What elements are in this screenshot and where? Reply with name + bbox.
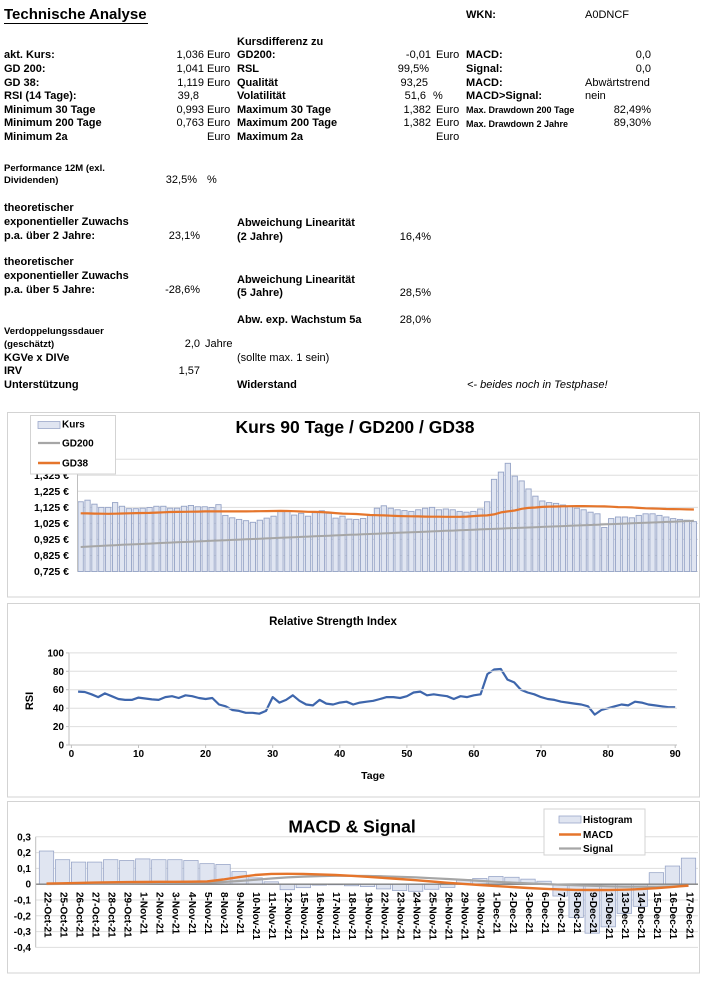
svg-text:-0,3: -0,3 (14, 927, 32, 938)
svg-text:25-Nov-21: 25-Nov-21 (427, 892, 438, 940)
svg-text:14-Dec-21: 14-Dec-21 (635, 892, 646, 940)
svg-text:25-Oct-21: 25-Oct-21 (57, 892, 68, 938)
svg-text:0,1: 0,1 (17, 864, 31, 875)
svg-text:0,2: 0,2 (17, 848, 31, 859)
svg-text:1-Nov-21: 1-Nov-21 (138, 892, 149, 935)
svg-text:10: 10 (133, 749, 145, 760)
svg-text:-0,4: -0,4 (14, 943, 32, 954)
svg-text:-0,2: -0,2 (14, 911, 32, 922)
svg-text:1,025 €: 1,025 € (34, 518, 69, 530)
svg-text:1,225 €: 1,225 € (34, 486, 69, 498)
svg-text:18-Nov-21: 18-Nov-21 (346, 892, 357, 940)
svg-text:8-Nov-21: 8-Nov-21 (218, 892, 229, 935)
svg-text:27-Oct-21: 27-Oct-21 (90, 892, 101, 938)
svg-text:1,125 €: 1,125 € (34, 502, 69, 514)
svg-text:15-Nov-21: 15-Nov-21 (298, 892, 309, 940)
svg-text:2-Dec-21: 2-Dec-21 (507, 892, 518, 934)
svg-text:9-Dec-21: 9-Dec-21 (587, 892, 598, 934)
svg-text:4-Nov-21: 4-Nov-21 (186, 892, 197, 935)
svg-text:20: 20 (53, 722, 65, 733)
svg-text:30: 30 (267, 749, 279, 760)
svg-text:5-Nov-21: 5-Nov-21 (202, 892, 213, 935)
svg-text:3-Nov-21: 3-Nov-21 (170, 892, 181, 935)
svg-text:60: 60 (53, 685, 65, 696)
svg-text:0,925 €: 0,925 € (34, 534, 69, 546)
svg-text:15-Dec-21: 15-Dec-21 (651, 892, 662, 940)
svg-text:10-Dec-21: 10-Dec-21 (603, 892, 614, 940)
svg-text:11-Nov-21: 11-Nov-21 (266, 892, 277, 940)
svg-text:40: 40 (53, 704, 65, 715)
svg-text:40: 40 (334, 749, 346, 760)
svg-text:29-Nov-21: 29-Nov-21 (459, 892, 470, 940)
svg-text:17-Dec-21: 17-Dec-21 (683, 892, 694, 940)
svg-text:3-Dec-21: 3-Dec-21 (523, 892, 534, 934)
svg-text:10-Nov-21: 10-Nov-21 (250, 892, 261, 940)
svg-text:Kurs: Kurs (62, 420, 85, 431)
svg-text:Kurs 90 Tage / GD200 / GD38: Kurs 90 Tage / GD200 / GD38 (236, 417, 475, 437)
svg-text:24-Nov-21: 24-Nov-21 (411, 892, 422, 940)
svg-text:19-Nov-21: 19-Nov-21 (362, 892, 373, 940)
svg-text:GD200: GD200 (62, 439, 94, 450)
svg-text:Signal: Signal (583, 844, 613, 855)
svg-text:Histogram: Histogram (583, 815, 633, 826)
svg-text:0: 0 (58, 741, 64, 752)
svg-text:0,3: 0,3 (17, 832, 31, 843)
svg-text:29-Oct-21: 29-Oct-21 (122, 892, 133, 938)
svg-text:6-Dec-21: 6-Dec-21 (539, 892, 550, 934)
svg-text:8-Dec-21: 8-Dec-21 (571, 892, 582, 934)
svg-text:22-Oct-21: 22-Oct-21 (41, 892, 52, 938)
svg-text:7-Dec-21: 7-Dec-21 (555, 892, 566, 934)
svg-text:MACD: MACD (583, 830, 613, 841)
svg-text:MACD & Signal: MACD & Signal (288, 817, 415, 837)
svg-text:26-Nov-21: 26-Nov-21 (443, 892, 454, 940)
svg-text:80: 80 (603, 749, 615, 760)
svg-text:0,825 €: 0,825 € (34, 550, 69, 562)
svg-text:100: 100 (47, 648, 64, 659)
svg-text:70: 70 (535, 749, 547, 760)
svg-text:23-Nov-21: 23-Nov-21 (394, 892, 405, 940)
svg-text:16-Dec-21: 16-Dec-21 (667, 892, 678, 940)
svg-text:0: 0 (25, 880, 31, 891)
svg-text:RSI: RSI (24, 692, 36, 710)
svg-text:20: 20 (200, 749, 212, 760)
svg-text:0: 0 (69, 749, 75, 760)
svg-text:-0,1: -0,1 (14, 896, 32, 907)
svg-text:22-Nov-21: 22-Nov-21 (378, 892, 389, 940)
svg-text:26-Oct-21: 26-Oct-21 (73, 892, 84, 938)
svg-text:9-Nov-21: 9-Nov-21 (234, 892, 245, 935)
svg-text:1-Dec-21: 1-Dec-21 (491, 892, 502, 934)
svg-text:2-Nov-21: 2-Nov-21 (154, 892, 165, 935)
svg-text:13-Dec-21: 13-Dec-21 (619, 892, 630, 940)
svg-text:GD38: GD38 (62, 459, 89, 470)
svg-text:12-Nov-21: 12-Nov-21 (282, 892, 293, 940)
svg-text:30-Nov-21: 30-Nov-21 (475, 892, 486, 940)
svg-text:28-Oct-21: 28-Oct-21 (106, 892, 117, 938)
svg-text:80: 80 (53, 667, 65, 678)
svg-text:50: 50 (401, 749, 413, 760)
svg-text:0,725 €: 0,725 € (34, 566, 69, 578)
svg-text:Tage: Tage (361, 770, 385, 782)
svg-text:16-Nov-21: 16-Nov-21 (314, 892, 325, 940)
svg-text:Relative Strength Index: Relative Strength Index (269, 616, 397, 628)
svg-text:60: 60 (468, 749, 480, 760)
svg-text:90: 90 (670, 749, 682, 760)
svg-text:17-Nov-21: 17-Nov-21 (330, 892, 341, 940)
